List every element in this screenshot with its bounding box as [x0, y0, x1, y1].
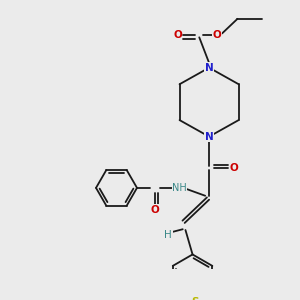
Text: H: H: [164, 230, 172, 240]
Text: N: N: [205, 132, 214, 142]
Text: O: O: [213, 30, 221, 40]
Text: S: S: [191, 297, 198, 300]
Text: O: O: [173, 30, 182, 40]
Text: O: O: [151, 205, 160, 214]
Text: NH: NH: [172, 183, 187, 193]
Text: N: N: [205, 63, 214, 73]
Text: O: O: [229, 163, 238, 173]
